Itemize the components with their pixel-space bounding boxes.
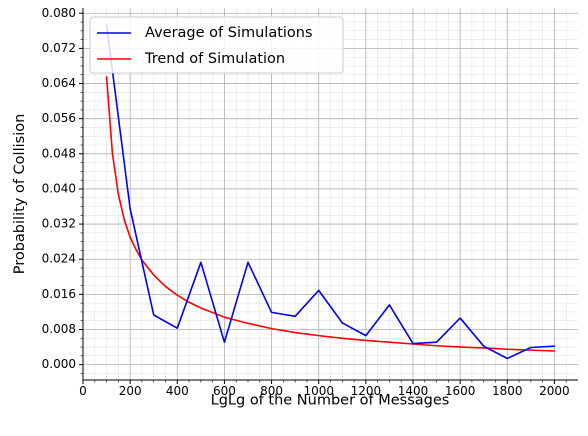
x-tick-label: 1200	[351, 384, 382, 398]
y-tick-label: 0.080	[42, 6, 76, 20]
y-axis-label: Probability of Collision	[12, 114, 28, 275]
x-tick-label: 600	[213, 384, 236, 398]
y-tick-label: 0.040	[42, 181, 76, 195]
y-tick-label: 0.032	[42, 217, 76, 231]
legend: Average of Simulations Trend of Simulati…	[89, 16, 344, 74]
y-tick-label: 0.008	[42, 322, 76, 336]
x-tick-label: 800	[260, 384, 283, 398]
y-tick-label: 0.016	[42, 287, 76, 301]
x-axis-label: LgLg of the Number of Messages	[211, 393, 450, 409]
y-tick-label: 0.000	[42, 357, 76, 371]
series-layer	[105, 24, 556, 360]
x-tick-label: 1400	[398, 384, 429, 398]
x-tick-label: 200	[119, 384, 142, 398]
series-line-trend-of-simulation	[105, 76, 556, 352]
x-tick-label: 0	[79, 384, 87, 398]
legend-label-trend: Trend of Simulation	[144, 51, 285, 67]
y-tick-label: 0.064	[42, 76, 76, 90]
x-tick-label: 1000	[303, 384, 334, 398]
x-tick-label: 1800	[492, 384, 523, 398]
y-tick-label: 0.024	[42, 252, 76, 266]
x-axis-ticks: 0 200 400 600 800 1000 1200 1400 1600 1800 2000	[79, 380, 570, 398]
x-tick-label: 2000	[539, 384, 570, 398]
y-tick-label: 0.048	[42, 146, 76, 160]
y-tick-label: 0.072	[42, 41, 76, 55]
legend-label-average: Average of Simulations	[145, 25, 313, 41]
y-tick-label: 0.056	[42, 111, 76, 125]
legend-box	[89, 16, 344, 74]
y-axis-ticks: 0.000 0.008 0.016 0.024 0.032 0.040 0.048 0.056…	[42, 6, 83, 374]
x-tick-label: 1600	[445, 384, 476, 398]
series-line-average-of-simulations	[105, 24, 556, 360]
x-tick-label: 400	[166, 384, 189, 398]
